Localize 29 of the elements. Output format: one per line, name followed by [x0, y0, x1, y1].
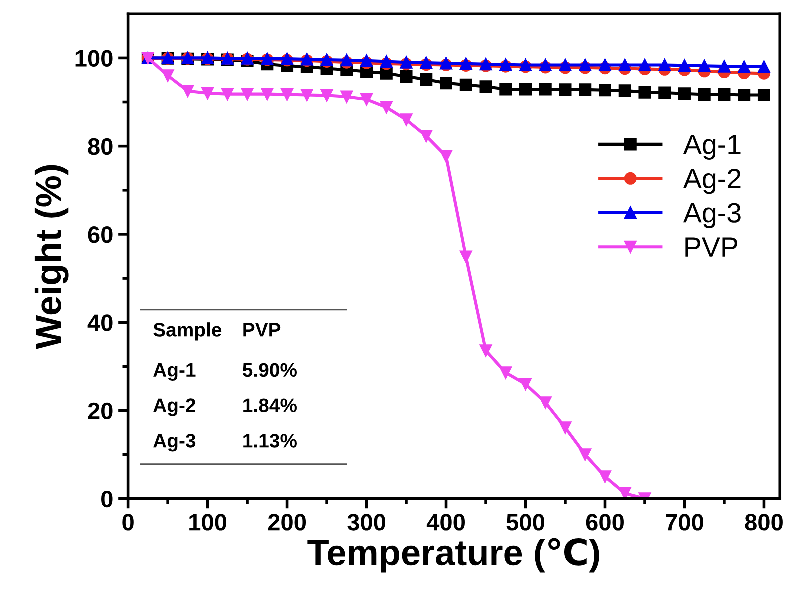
- annotation: Sample: [154, 322, 222, 341]
- x-tick-label: 300: [348, 514, 386, 531]
- x-tick-label: 200: [268, 514, 306, 531]
- x-tick-label: 700: [666, 514, 704, 531]
- x-tick-label: 0: [122, 514, 134, 531]
- annotation: Ag-1: [154, 363, 196, 381]
- x-tick-label: 800: [745, 514, 783, 531]
- y-tick-label: 40: [88, 314, 113, 332]
- legend-label: Ag-3: [683, 203, 741, 228]
- annotation: Ag-2: [154, 398, 196, 416]
- annotation: PVP: [244, 323, 281, 337]
- x-tick-label: 600: [586, 514, 624, 531]
- x-tick-label: 100: [190, 514, 227, 531]
- y-tick-label: 100: [76, 50, 113, 67]
- legend-label: Ag-2: [683, 169, 741, 194]
- x-tick-label: 500: [506, 514, 544, 531]
- annotation: Ag-3: [154, 434, 196, 452]
- annotation: 5.90%: [242, 363, 297, 378]
- legend-label: PVP: [686, 238, 738, 257]
- y-tick-label: 0: [102, 490, 113, 508]
- y-tick-label: 80: [88, 138, 113, 156]
- y-tick-label: 60: [88, 226, 113, 244]
- annotation: 1.13%: [244, 434, 297, 448]
- annotation: 1.84%: [244, 398, 297, 412]
- x-tick-label: 400: [426, 514, 465, 531]
- y-tick-label: 20: [88, 402, 113, 420]
- y-axis-title: Weight (%): [34, 165, 69, 350]
- legend-label: Ag-1: [683, 135, 741, 160]
- x-axis-title: Temperature (℃): [308, 538, 600, 573]
